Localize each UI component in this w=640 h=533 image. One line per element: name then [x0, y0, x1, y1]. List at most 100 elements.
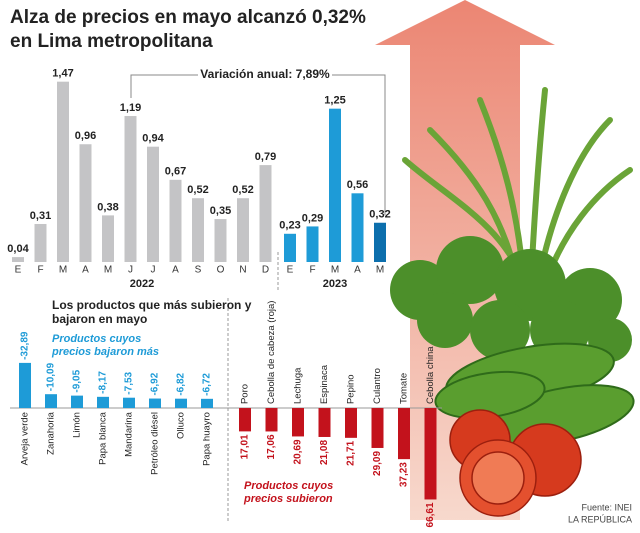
x-tick-label: E: [287, 265, 294, 276]
x-tick-label: Lechuga: [293, 367, 304, 404]
x-tick-label: A: [354, 265, 361, 276]
value-label: -10,09: [46, 362, 57, 391]
bar: [97, 396, 109, 409]
annotation: Variación anual: 7,89%: [200, 67, 330, 81]
x-tick-label: Petróleo diésel: [150, 412, 161, 475]
value-label: 0,29: [302, 212, 323, 224]
credit: LA REPÚBLICA: [568, 514, 632, 524]
x-tick-label: Zanahoria: [46, 411, 57, 454]
x-tick-label: Espinaca: [319, 364, 330, 404]
x-tick-label: Papa huayro: [202, 412, 213, 466]
x-tick-label: S: [195, 265, 202, 276]
legend-entry: Productos cuyos precios subieron: [244, 480, 334, 505]
value-label: -6,72: [202, 373, 213, 396]
bar: [424, 408, 437, 500]
value-label: 0,56: [347, 179, 368, 191]
value-label: -6,82: [176, 372, 187, 395]
bar: [259, 165, 272, 262]
value-label: 17,01: [240, 434, 251, 459]
value-label: 0,67: [165, 166, 186, 178]
value-label: 0,38: [97, 201, 118, 213]
bar: [57, 81, 69, 263]
x-tick-label: Pepino: [346, 374, 357, 404]
bar: [371, 408, 384, 448]
value-label: 0,04: [7, 243, 29, 255]
value-label: -32,89: [20, 331, 31, 360]
value-label: 0,52: [187, 184, 208, 196]
bar: [237, 198, 249, 262]
bar: [239, 408, 251, 432]
legend-entry: Productos cuyos precios bajaron más: [52, 333, 159, 358]
value-label: 0,79: [255, 151, 276, 163]
value-label: 29,09: [372, 451, 383, 476]
x-tick-label: Olluco: [176, 412, 187, 439]
bar: [12, 257, 24, 262]
bar: [175, 398, 187, 409]
bar: [351, 193, 364, 262]
x-tick-label: N: [239, 265, 246, 276]
x-tick-label: Culantro: [372, 368, 383, 404]
value-label: 0,32: [369, 209, 390, 221]
x-tick-label: E: [15, 265, 22, 276]
value-label: 21,71: [346, 440, 357, 465]
chart-title: Alza de precios en mayo alcanzó 0,32% en…: [10, 7, 366, 52]
bar: [329, 108, 341, 263]
bar: [265, 408, 278, 432]
bar: [45, 394, 57, 409]
value-label: 1,47: [52, 68, 73, 80]
x-tick-label: Arveja verde: [20, 412, 31, 465]
bar: [192, 198, 204, 262]
value-label: 1,25: [324, 95, 345, 107]
value-label: 21,08: [319, 440, 330, 465]
x-tick-label: J: [151, 265, 156, 276]
value-label: 66,61: [425, 502, 436, 527]
annotation-bracket: [130, 74, 386, 215]
x-tick-label: Mandarina: [124, 411, 135, 457]
x-tick-label: F: [37, 265, 43, 276]
value-label: 1,19: [120, 102, 141, 114]
bar: [124, 116, 137, 262]
x-tick-label: Cebolla de cabeza (roja): [266, 301, 277, 405]
value-label: 0,94: [142, 133, 164, 145]
x-tick-label: Limón: [72, 412, 83, 438]
value-label: -6,92: [150, 372, 161, 395]
bar: [149, 398, 161, 409]
bar: [214, 219, 227, 262]
x-tick-label: D: [262, 265, 269, 276]
bar: [169, 179, 182, 262]
bar: [201, 398, 213, 409]
x-tick-label: Cebolla china: [425, 346, 436, 404]
value-label: 0,52: [232, 184, 253, 196]
bar: [345, 408, 357, 438]
bar: [19, 362, 31, 409]
illustration: [375, 0, 635, 520]
value-label: -9,05: [72, 369, 83, 392]
x-tick-label: Poro: [240, 384, 251, 404]
x-tick-label: Tomate: [399, 373, 410, 404]
year-label: 2022: [130, 278, 154, 290]
value-label: -8,17: [98, 371, 109, 394]
x-tick-label: M: [59, 265, 67, 276]
bar: [398, 408, 410, 460]
bar: [34, 223, 47, 262]
bar: [374, 222, 386, 262]
bar: [292, 408, 304, 437]
value-label: -7,53: [124, 371, 135, 394]
subtitle: Los productos que más subieron y bajaron…: [52, 298, 252, 326]
bar: [284, 233, 296, 262]
bar: [71, 395, 83, 409]
x-tick-label: A: [172, 265, 179, 276]
bar: [318, 408, 331, 437]
value-label: 0,35: [210, 205, 231, 217]
value-label: 17,06: [266, 434, 277, 459]
x-tick-label: A: [82, 265, 89, 276]
value-label: 0,96: [75, 130, 96, 142]
bar: [102, 215, 114, 262]
x-tick-label: M: [331, 265, 339, 276]
bar: [306, 226, 319, 262]
x-tick-label: F: [309, 265, 315, 276]
value-label: 0,31: [30, 210, 51, 222]
x-tick-label: Papa blanca: [98, 411, 109, 465]
